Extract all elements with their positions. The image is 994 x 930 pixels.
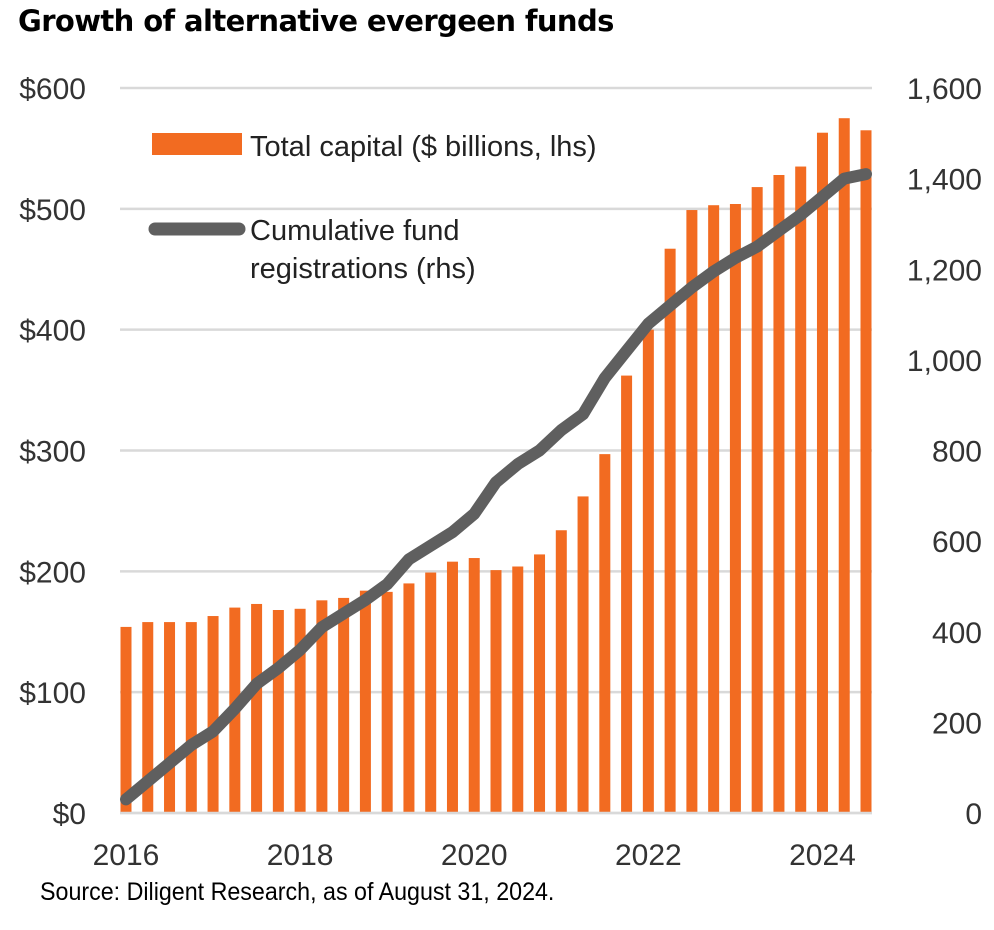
right-tick-label: 1,600: [907, 73, 982, 106]
x-axis: 2016 2018 2020 2022 2024: [93, 811, 872, 872]
left-tick-label: $300: [19, 436, 86, 469]
bars-total-capital: [120, 118, 872, 814]
bar-total-capital: [577, 496, 589, 813]
bar-total-capital: [403, 583, 415, 813]
right-tick-label: 200: [932, 707, 982, 740]
bar-total-capital: [773, 175, 785, 813]
bar-total-capital: [838, 118, 850, 814]
chart-title: Growth of alternative evergeen funds: [18, 4, 614, 38]
bar-total-capital: [686, 210, 698, 813]
bar-total-capital: [446, 561, 458, 813]
right-tick-label: 600: [932, 526, 982, 559]
x-tick-label: 2024: [789, 839, 856, 872]
line-cumulative-registrations-path: [120, 168, 872, 806]
right-tick-label: 1,000: [907, 345, 982, 378]
bar-total-capital: [272, 610, 284, 813]
bar-total-capital: [207, 616, 219, 813]
bar-total-capital: [621, 375, 633, 813]
bar-total-capital: [251, 603, 263, 813]
bar-total-capital: [664, 248, 676, 814]
bar-total-capital: [599, 454, 611, 813]
left-tick-label: $200: [19, 556, 86, 589]
right-tick-label: 1,200: [907, 254, 982, 287]
legend-line-label: Cumulative fund registrations (rhs): [250, 215, 476, 285]
bar-total-capital: [381, 591, 393, 813]
bar-total-capital: [164, 622, 176, 813]
right-tick-label: 800: [932, 436, 982, 469]
bar-total-capital: [729, 204, 741, 813]
bar-total-capital: [316, 600, 328, 813]
bar-total-capital: [860, 130, 872, 813]
bar-total-capital: [534, 554, 546, 813]
left-tick-label: $400: [19, 315, 86, 348]
bar-total-capital: [142, 622, 154, 813]
right-tick-label: 1,400: [907, 164, 982, 197]
legend-bar-swatch: [152, 133, 242, 155]
x-tick-label: 2022: [615, 839, 682, 872]
bar-total-capital: [512, 566, 524, 813]
bar-total-capital: [490, 570, 502, 813]
legend: Total capital ($ billions, lhs) Cumulati…: [148, 131, 597, 285]
bar-total-capital: [642, 329, 654, 813]
bar-total-capital: [708, 205, 720, 814]
left-tick-label: $100: [19, 677, 86, 710]
source-note: Source: Diligent Research, as of August …: [40, 878, 555, 906]
bar-total-capital: [816, 132, 828, 814]
bar-total-capital: [185, 622, 197, 813]
bar-total-capital: [425, 572, 437, 813]
left-tick-label: $0: [53, 798, 86, 831]
left-tick-label: $600: [19, 73, 86, 106]
left-axis: $0 $100 $200 $300 $400 $500 $600: [19, 73, 86, 831]
bar-total-capital: [555, 530, 567, 813]
right-tick-label: 0: [965, 798, 982, 831]
bar-total-capital: [338, 597, 350, 813]
line-cumulative-registrations: [120, 168, 872, 806]
bar-total-capital: [468, 558, 480, 813]
bar-total-capital: [751, 187, 763, 814]
legend-bar-label: Total capital ($ billions, lhs): [250, 131, 597, 163]
right-axis: 0 200 400 600 800 1,000 1,200 1,400 1,600: [907, 73, 982, 831]
right-tick-label: 400: [932, 617, 982, 650]
left-tick-label: $500: [19, 194, 86, 227]
bar-total-capital: [294, 608, 306, 813]
x-tick-label: 2018: [267, 839, 334, 872]
x-tick-label: 2016: [93, 839, 160, 872]
x-tick-label: 2020: [441, 839, 508, 872]
bar-total-capital: [359, 590, 371, 813]
bar-total-capital: [120, 626, 132, 813]
bar-total-capital: [795, 166, 807, 813]
